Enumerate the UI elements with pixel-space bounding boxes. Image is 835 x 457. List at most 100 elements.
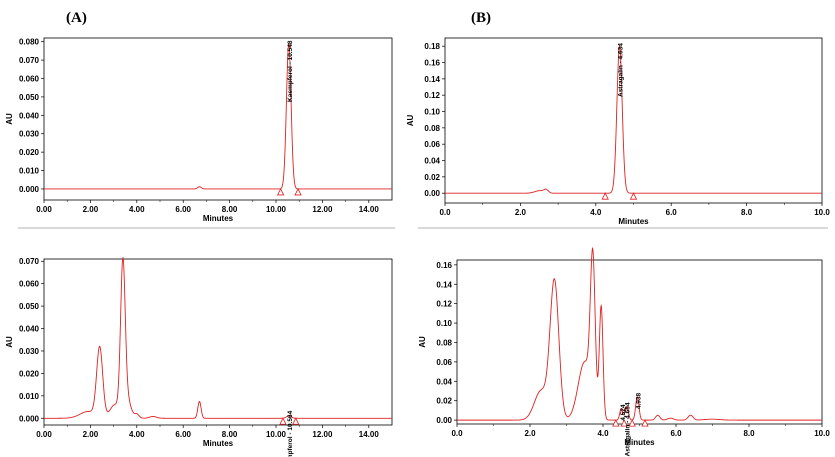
y-tick-label: 0.020 (19, 369, 40, 378)
peak-label: 4.524 (620, 404, 627, 421)
x-tick-label: 10.00 (266, 430, 287, 439)
x-tick-label: 8.0 (743, 429, 755, 438)
x-tick-label: 2.00 (83, 430, 99, 439)
y-tick-label: 0.10 (436, 319, 452, 328)
x-tick-label: 0.0 (451, 429, 463, 438)
chromatogram-trace (445, 45, 822, 194)
x-tick-label: 14.00 (359, 430, 380, 439)
y-tick-label: 0.12 (436, 300, 452, 309)
integration-marker (612, 419, 620, 427)
y-axis-title: AU (418, 336, 427, 348)
x-axis-title: Minutes (618, 217, 649, 226)
x-tick-label: 6.00 (175, 430, 191, 439)
chromatogram-trace (44, 257, 392, 419)
x-tick-label: 12.00 (312, 205, 333, 214)
x-axis-title: Minutes (203, 439, 234, 448)
x-tick-label: 14.00 (359, 205, 380, 214)
integration-marker (641, 419, 649, 427)
y-axis-title: AU (5, 113, 14, 125)
peak-label: Astragalin - 4.654 (625, 402, 632, 456)
chart-a_bottom: 0.00 2.00 4.00 6.00 8.00 10.00 12.00 14.00 0.000… (5, 257, 393, 457)
integration-marker (601, 192, 609, 200)
y-tick-label: 0.00 (436, 416, 452, 425)
integration-marker (629, 192, 638, 200)
x-tick-label: 10.0 (814, 208, 830, 217)
x-tick-label: 4.00 (129, 205, 145, 214)
plot-frame (43, 37, 393, 201)
x-axis-title: Minutes (624, 438, 655, 447)
chromatogram-trace (44, 42, 392, 190)
x-tick-label: 6.0 (670, 429, 682, 438)
y-tick-label: 0.02 (424, 173, 440, 182)
peak-label: Kaempferol - 10.548 (287, 40, 294, 102)
y-tick-label: 0.14 (424, 75, 440, 84)
y-tick-label: 0.02 (436, 397, 452, 406)
chart-b_bottom: 0.0 2.0 4.0 6.0 8.0 10.0 0.00 0.02 0.04 0.06 0.08 0… (418, 246, 830, 456)
x-tick-label: 2.0 (515, 208, 527, 217)
y-tick-label: 0.08 (436, 338, 452, 347)
y-tick-label: 0.030 (19, 347, 40, 356)
panel-label-b: (B) (471, 10, 491, 26)
x-tick-label: 8.00 (222, 430, 238, 439)
y-tick-label: 0.10 (424, 108, 440, 117)
y-tick-label: 0.050 (19, 93, 40, 102)
x-tick-label: 8.0 (741, 208, 753, 217)
x-tick-label: 2.0 (524, 429, 536, 438)
y-tick-label: 0.14 (436, 280, 452, 289)
y-tick-label: 0.040 (19, 325, 40, 334)
chromatogram-trace (457, 246, 822, 421)
y-tick-label: 0.020 (19, 148, 40, 157)
y-tick-label: 0.060 (19, 75, 40, 84)
charts-layer: 0.00 2.00 4.00 6.00 8.00 10.00 12.00 14.000.000… (5, 37, 830, 457)
x-tick-label: 0.00 (36, 205, 52, 214)
y-tick-label: 0.010 (19, 167, 40, 176)
integration-marker (628, 419, 636, 427)
integration-marker (294, 188, 302, 196)
y-tick-label: 0.18 (424, 42, 440, 51)
y-tick-label: 0.04 (424, 157, 440, 166)
y-axis-title: AU (5, 336, 14, 348)
plot-frame (43, 258, 393, 426)
chart-a_top: 0.00 2.00 4.00 6.00 8.00 10.00 12.00 14.00 0.000… (5, 37, 393, 223)
peak-label: Kaempferol - 10.564 (287, 410, 294, 457)
y-tick-label: 0.04 (436, 377, 452, 386)
panel-label-a: (A) (66, 10, 87, 26)
y-tick-label: 0.010 (19, 392, 40, 401)
x-tick-label: 0.00 (36, 430, 52, 439)
y-tick-label: 0.030 (19, 130, 40, 139)
y-axis-title: AU (406, 115, 415, 127)
x-tick-label: 8.00 (222, 205, 238, 214)
x-tick-label: 10.00 (266, 205, 287, 214)
y-tick-label: 0.040 (19, 111, 40, 120)
y-tick-label: 0.070 (19, 56, 40, 65)
y-tick-label: 0.16 (436, 261, 452, 270)
y-tick-label: 0.060 (19, 280, 40, 289)
integration-marker (292, 417, 300, 425)
chart-b_top: 0.0 2.0 4.0 6.0 8.0 10.0 0.00 0.02 0.04 0.06 0.08 0… (406, 37, 830, 226)
x-tick-label: 12.00 (312, 430, 333, 439)
x-tick-label: 6.00 (175, 205, 191, 214)
y-tick-label: 0.00 (424, 189, 440, 198)
peak-label: 4.938 (635, 392, 642, 409)
y-tick-label: 0.06 (424, 140, 440, 149)
y-tick-label: 0.050 (19, 302, 40, 311)
x-tick-label: 10.0 (814, 429, 830, 438)
integration-marker (620, 419, 628, 427)
y-tick-label: 0.12 (424, 91, 440, 100)
plot-frame (444, 37, 823, 204)
integration-marker (279, 417, 287, 425)
x-tick-label: 2.00 (83, 205, 99, 214)
y-tick-label: 0.080 (19, 38, 40, 47)
y-tick-label: 0.000 (19, 414, 40, 423)
x-tick-label: 4.0 (597, 429, 609, 438)
x-tick-label: 4.0 (590, 208, 602, 217)
peak-label: Astragalin - 4.634 (618, 43, 625, 97)
y-tick-label: 0.08 (424, 124, 440, 133)
x-tick-label: 6.0 (666, 208, 678, 217)
x-axis-title: Minutes (203, 214, 234, 223)
y-tick-label: 0.06 (436, 358, 452, 367)
x-tick-label: 4.00 (129, 430, 145, 439)
integration-marker (276, 188, 285, 196)
y-tick-label: 0.070 (19, 257, 40, 266)
